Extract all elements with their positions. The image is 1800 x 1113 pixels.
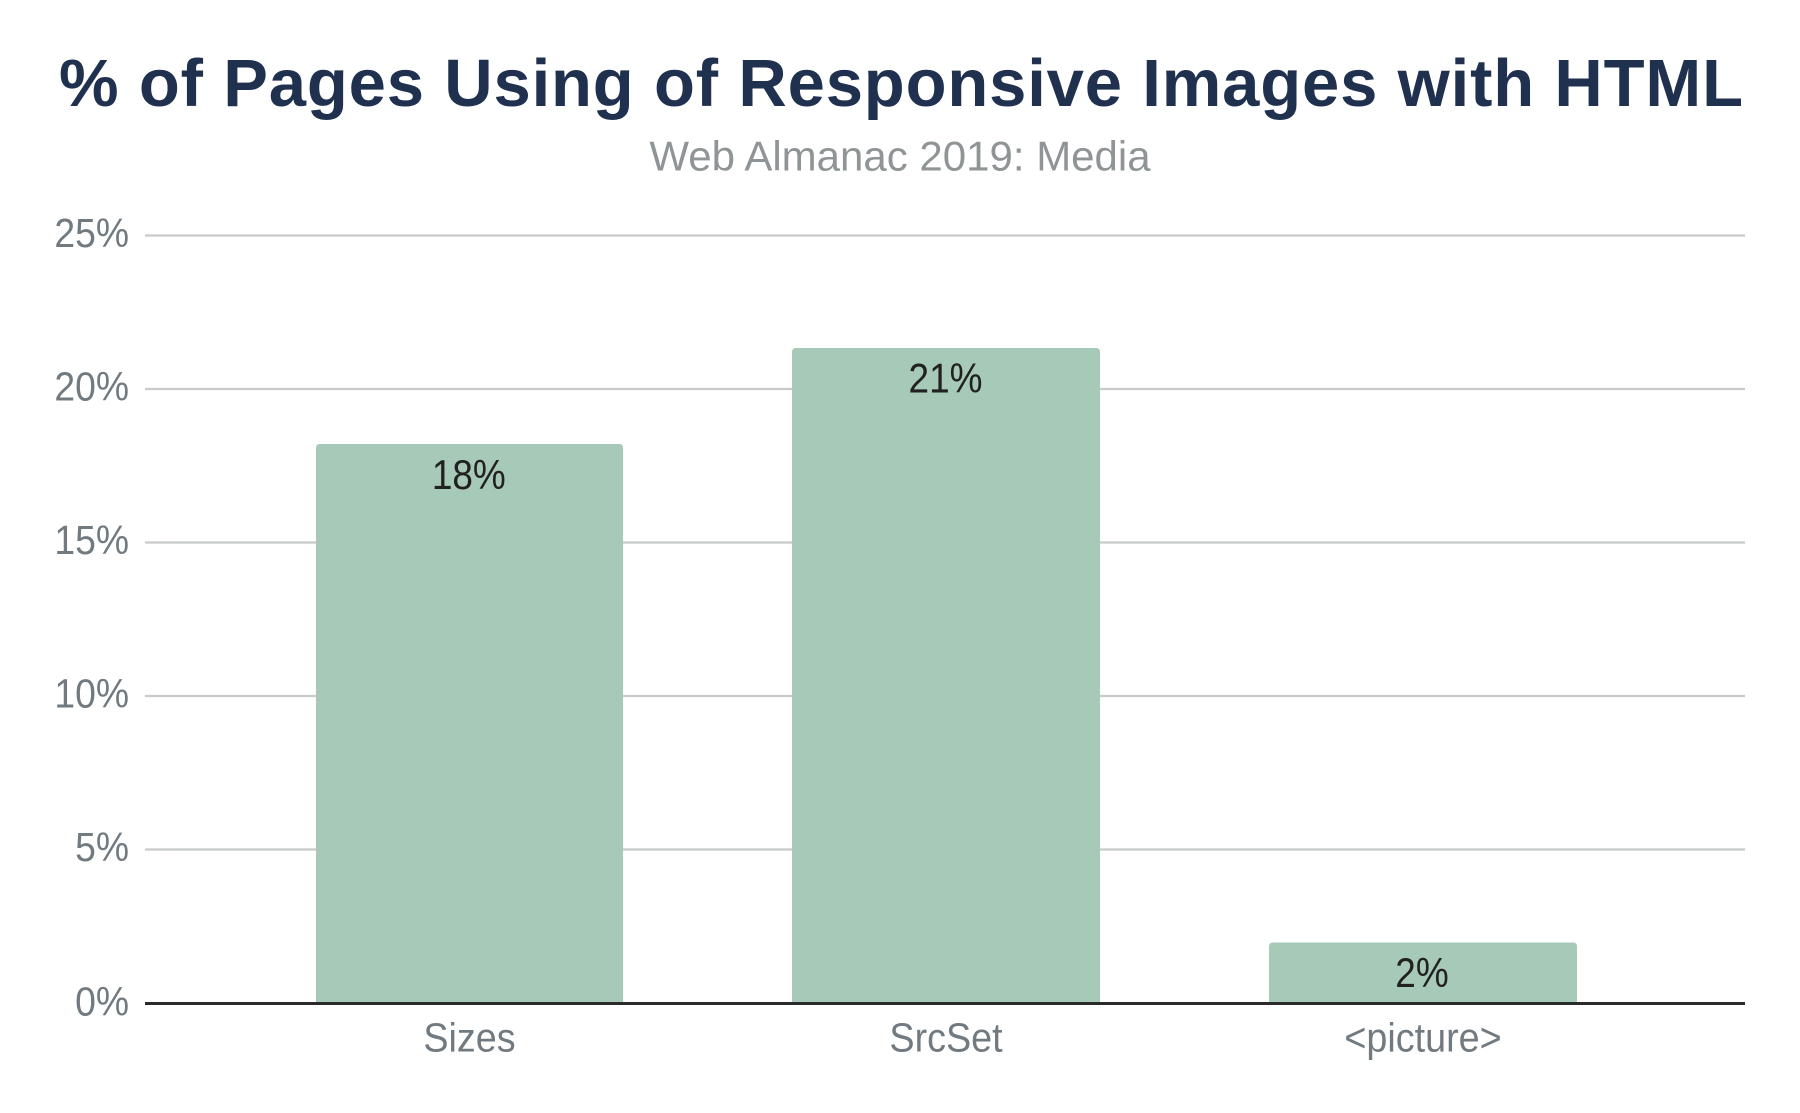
svg-text:10%: 10%	[54, 672, 129, 717]
svg-text:25%: 25%	[54, 211, 129, 256]
svg-text:Web Almanac 2019: Media: Web Almanac 2019: Media	[649, 133, 1151, 180]
svg-text:SrcSet: SrcSet	[889, 1015, 1002, 1061]
svg-text:Sizes: Sizes	[423, 1015, 515, 1061]
svg-text:20%: 20%	[54, 365, 129, 410]
svg-text:15%: 15%	[54, 518, 129, 563]
svg-text:% of Pages Using of Responsive: % of Pages Using of Responsive Images wi…	[59, 46, 1743, 121]
svg-text:5%: 5%	[75, 825, 129, 870]
svg-text:21%: 21%	[909, 355, 983, 402]
svg-text:2%: 2%	[1395, 950, 1448, 997]
svg-text:18%: 18%	[432, 452, 506, 499]
svg-text:<picture>: <picture>	[1344, 1015, 1501, 1061]
svg-text:0%: 0%	[75, 980, 129, 1025]
